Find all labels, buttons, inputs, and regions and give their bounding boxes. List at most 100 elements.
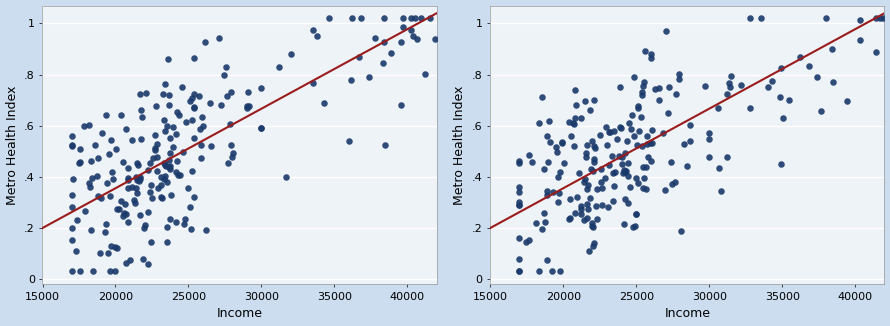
Point (368, 35, 383, 40)
Point (742, 106, 756, 111)
Point (133, 212, 147, 217)
Point (802, 63, 816, 68)
Point (396, 24, 410, 29)
Point (149, 148, 163, 153)
Point (680, 163, 694, 169)
Point (566, 120, 580, 126)
Point (129, 177, 143, 183)
Point (637, 175, 651, 181)
Point (164, 164, 178, 169)
Point (535, 94, 549, 99)
Point (187, 106, 201, 111)
Point (604, 154, 619, 159)
Point (662, 84, 676, 89)
Point (376, 40, 391, 45)
Point (146, 155, 160, 160)
Point (541, 159, 555, 164)
Point (629, 175, 643, 180)
Point (641, 141, 655, 146)
Point (538, 220, 552, 225)
Point (876, 16, 890, 21)
Point (423, 16, 437, 21)
Point (198, 227, 213, 232)
Point (99, 222, 113, 227)
Point (540, 192, 554, 197)
Point (124, 258, 138, 263)
Point (192, 126, 206, 132)
Point (145, 195, 159, 200)
Point (568, 87, 582, 92)
Point (814, 109, 829, 114)
Point (137, 225, 151, 230)
Point (606, 183, 620, 188)
Y-axis label: Metro Health Index: Metro Health Index (453, 85, 466, 205)
Point (384, 51, 399, 56)
Point (711, 105, 725, 111)
Point (155, 195, 169, 200)
Point (119, 127, 134, 132)
Point (513, 269, 527, 274)
Point (99, 112, 113, 118)
Point (586, 220, 600, 225)
Point (344, 78, 358, 83)
Point (162, 164, 176, 170)
Point (396, 16, 410, 21)
Point (169, 131, 183, 137)
Point (415, 16, 429, 21)
Point (157, 160, 171, 166)
Point (618, 197, 632, 202)
Point (109, 269, 123, 274)
Point (702, 131, 716, 136)
Point (612, 124, 627, 129)
Point (160, 124, 174, 129)
Point (568, 211, 582, 216)
Point (819, 16, 833, 21)
Point (101, 251, 116, 256)
Point (284, 52, 298, 57)
Point (562, 217, 576, 222)
Point (65, 268, 79, 273)
Point (631, 181, 645, 186)
Point (105, 170, 119, 175)
Point (597, 175, 611, 181)
Point (377, 142, 392, 148)
Point (239, 106, 254, 111)
Point (513, 160, 527, 166)
Point (143, 183, 158, 188)
Point (589, 203, 603, 209)
Point (163, 216, 177, 221)
Point (615, 161, 629, 166)
Point (615, 154, 629, 159)
Point (513, 202, 527, 208)
Point (144, 239, 158, 244)
Point (103, 194, 117, 199)
Point (174, 85, 189, 90)
Point (83, 185, 97, 190)
Point (164, 150, 178, 155)
Point (110, 207, 125, 212)
Point (555, 140, 570, 145)
Point (622, 120, 636, 126)
Point (587, 97, 601, 102)
Point (562, 119, 576, 125)
Point (635, 83, 650, 89)
Point (183, 98, 198, 104)
Point (627, 225, 641, 230)
Point (138, 222, 152, 228)
Point (159, 164, 174, 169)
Point (525, 159, 539, 165)
Point (551, 199, 565, 204)
Point (557, 160, 571, 166)
Point (626, 113, 640, 118)
Point (570, 194, 584, 199)
Point (195, 115, 209, 120)
Point (318, 100, 332, 106)
Point (616, 170, 630, 175)
Point (84, 227, 98, 232)
Point (107, 177, 121, 182)
Point (595, 202, 610, 207)
X-axis label: Income: Income (664, 307, 710, 320)
Point (638, 48, 652, 53)
Point (143, 161, 158, 166)
Point (853, 17, 867, 22)
